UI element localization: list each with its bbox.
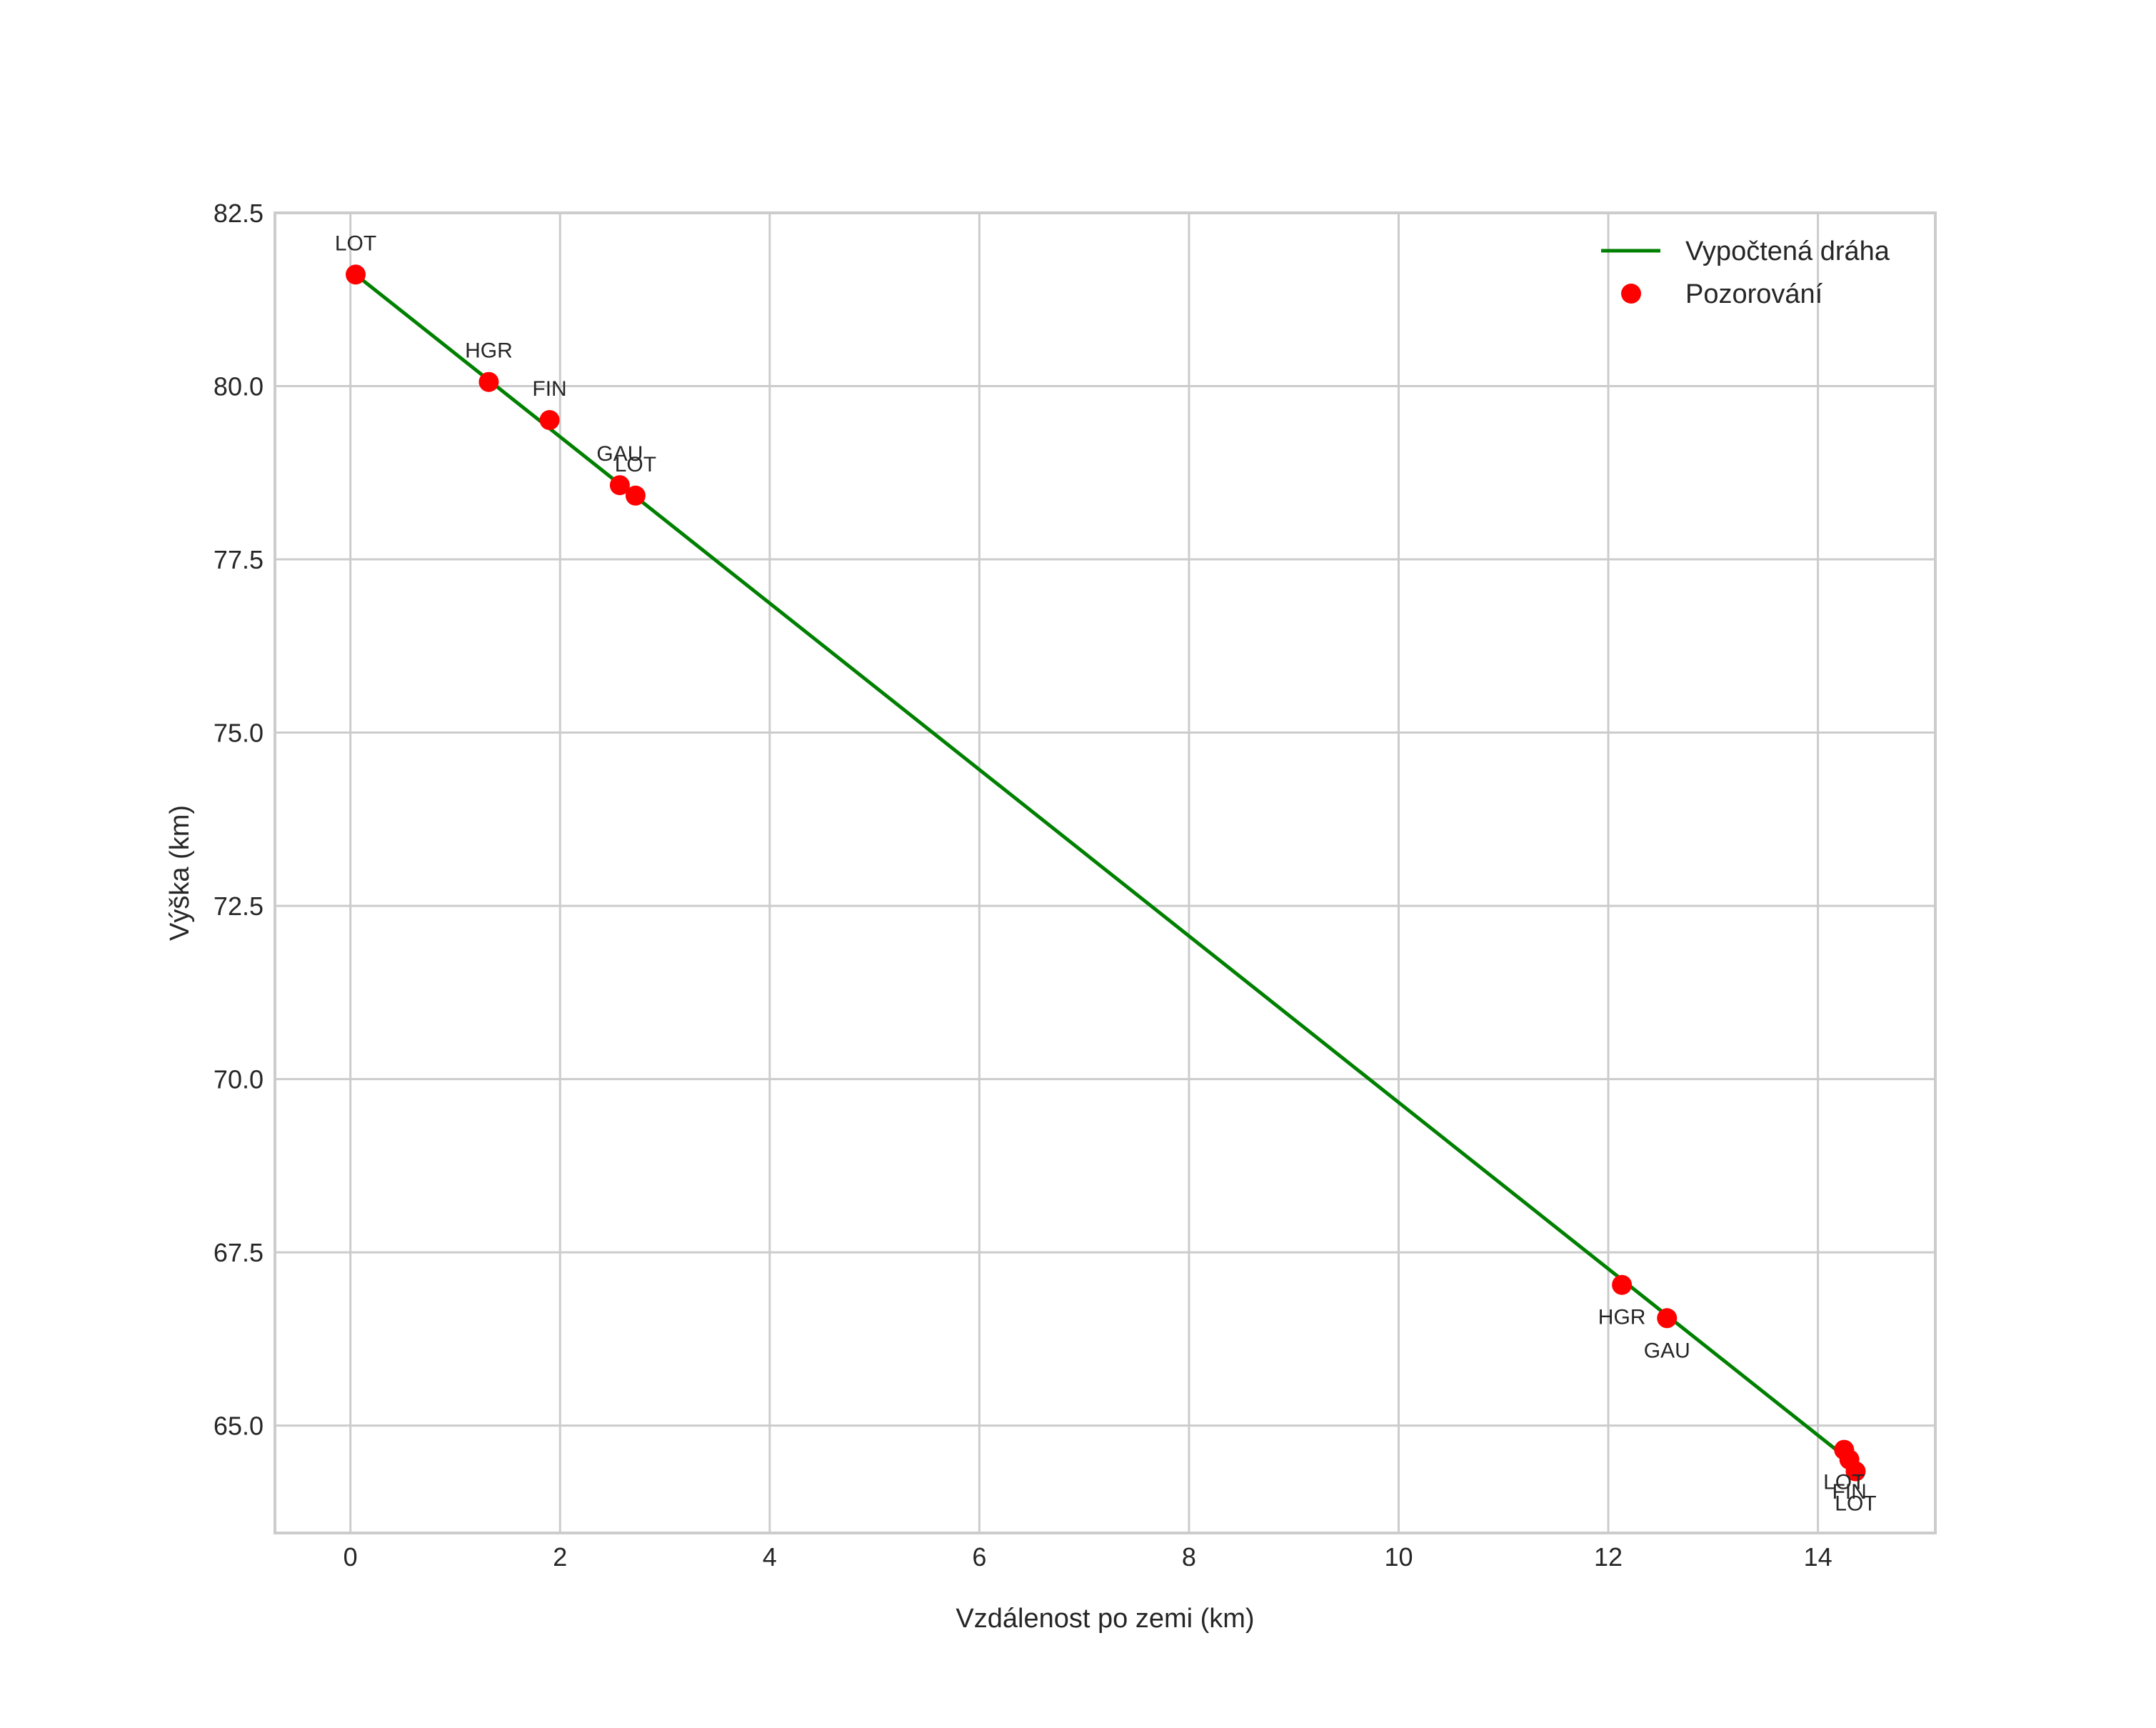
legend-label-computed-path: Vypočtená dráha (1685, 236, 1890, 266)
station-label: FIN (1832, 1480, 1866, 1504)
station-label: LOT (1823, 1471, 1865, 1494)
station-label: FIN (532, 377, 566, 401)
y-tick-label: 75.0 (214, 719, 264, 748)
legend: Vypočtená dráha Pozorování (1601, 236, 1890, 309)
x-tick-label: 0 (344, 1542, 358, 1572)
observation-point (1845, 1461, 1866, 1482)
x-tick-label: 12 (1594, 1542, 1623, 1572)
y-tick-label: 70.0 (214, 1065, 264, 1094)
observation-point (1657, 1308, 1678, 1329)
series (346, 264, 1866, 1482)
x-tick-label: 14 (1804, 1542, 1832, 1572)
y-tick-label: 77.5 (214, 545, 264, 574)
x-tick-label: 2 (553, 1542, 567, 1572)
station-label: LOT (615, 453, 656, 476)
y-tick-label: 65.0 (214, 1412, 264, 1441)
y-tick-label: 67.5 (214, 1238, 264, 1267)
y-tick-label: 72.5 (214, 892, 264, 921)
x-axis-ticks: 0 2 4 6 8 10 12 14 (344, 1542, 1832, 1572)
y-axis-label: Výška (km) (165, 805, 195, 941)
legend-label-observations: Pozorování (1685, 279, 1823, 309)
observation-point (609, 475, 630, 496)
computed-trajectory-line (354, 273, 1840, 1454)
observation-point (625, 485, 646, 506)
y-axis-ticks: 65.0 67.5 70.0 72.5 75.0 77.5 80.0 82.5 (214, 199, 264, 1441)
station-label: LOT (1835, 1492, 1876, 1516)
plot-area-frame (274, 211, 1937, 1534)
station-label: GAU (596, 442, 643, 466)
observation-point (1612, 1274, 1633, 1295)
x-tick-label: 8 (1182, 1542, 1196, 1572)
observation-point (346, 264, 366, 285)
station-label: LOT (335, 231, 376, 255)
observation-point (539, 410, 560, 431)
station-label: HGR (465, 339, 513, 363)
observation-point (478, 371, 499, 392)
station-label: GAU (1644, 1339, 1690, 1362)
grid (275, 211, 1935, 1533)
x-axis-label: Vzdálenost po zemi (km) (956, 1604, 1254, 1634)
x-tick-label: 6 (972, 1542, 986, 1572)
x-tick-label: 10 (1384, 1542, 1413, 1572)
legend-dot-swatch-icon (1621, 284, 1641, 304)
x-tick-label: 4 (763, 1542, 777, 1572)
station-label: HGR (1598, 1306, 1646, 1329)
y-tick-label: 80.0 (214, 372, 264, 401)
y-tick-label: 82.5 (214, 199, 264, 228)
